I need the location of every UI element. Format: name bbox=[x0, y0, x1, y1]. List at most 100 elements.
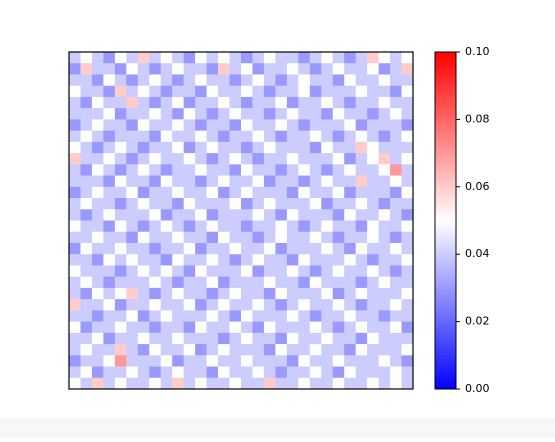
heatmap-cell bbox=[172, 231, 185, 244]
heatmap-cell bbox=[126, 63, 139, 75]
heatmap-cell bbox=[309, 254, 322, 266]
heatmap-cell bbox=[229, 153, 242, 165]
heatmap-cell bbox=[137, 332, 150, 345]
heatmap-cell bbox=[103, 276, 116, 289]
heatmap-cell bbox=[80, 130, 93, 143]
heatmap-cell bbox=[252, 310, 265, 322]
heatmap-cell bbox=[218, 198, 230, 210]
heatmap-cell bbox=[80, 242, 93, 255]
colorbar-strip bbox=[435, 237, 456, 242]
heatmap-cell bbox=[206, 287, 219, 300]
heatmap-cell bbox=[252, 366, 265, 379]
heatmap-cell bbox=[126, 108, 139, 120]
heatmap-cell bbox=[309, 355, 322, 367]
heatmap-cell bbox=[263, 153, 276, 165]
heatmap-cell bbox=[206, 164, 219, 176]
heatmap-cell bbox=[183, 63, 196, 75]
heatmap-cell bbox=[241, 344, 253, 356]
heatmap-cell bbox=[126, 377, 139, 390]
heatmap-cell bbox=[149, 52, 162, 64]
colorbar-strip bbox=[435, 240, 456, 245]
heatmap-cell bbox=[367, 108, 379, 120]
heatmap-cell bbox=[80, 52, 93, 64]
heatmap-cell bbox=[401, 52, 414, 64]
heatmap-cell bbox=[390, 96, 402, 109]
heatmap-cell bbox=[206, 52, 219, 64]
heatmap-cell bbox=[160, 220, 173, 233]
heatmap-cell bbox=[252, 377, 265, 390]
heatmap-cell bbox=[263, 344, 276, 356]
heatmap-cell bbox=[137, 186, 150, 199]
heatmap-cell bbox=[309, 276, 322, 289]
heatmap-cell bbox=[355, 377, 368, 390]
heatmap-cell bbox=[286, 310, 299, 322]
heatmap-cell bbox=[321, 265, 334, 278]
heatmap-cell bbox=[263, 108, 276, 120]
heatmap-cell bbox=[114, 332, 127, 345]
heatmap-cell bbox=[80, 209, 93, 221]
heatmap-cell bbox=[390, 175, 402, 188]
colorbar-strip bbox=[435, 298, 456, 302]
heatmap-cell bbox=[137, 287, 150, 300]
heatmap-cell bbox=[69, 85, 81, 98]
heatmap-cell bbox=[390, 254, 402, 266]
heatmap-cell bbox=[401, 344, 414, 356]
heatmap-cell bbox=[160, 108, 173, 120]
heatmap-cell bbox=[80, 141, 93, 154]
heatmap-cell bbox=[321, 254, 334, 266]
heatmap-cell bbox=[241, 85, 253, 98]
heatmap-cell bbox=[275, 332, 288, 345]
heatmap-cell bbox=[80, 299, 93, 311]
heatmap-cell bbox=[355, 198, 368, 210]
colorbar-strip bbox=[435, 372, 456, 377]
heatmap-cell bbox=[218, 52, 230, 64]
heatmap-cell bbox=[401, 209, 414, 221]
heatmap-cell bbox=[195, 344, 207, 356]
colorbar-strip bbox=[435, 52, 456, 56]
colorbar-strip bbox=[435, 287, 456, 292]
heatmap-cell bbox=[263, 321, 276, 334]
heatmap-cell bbox=[252, 209, 265, 221]
heatmap-cell bbox=[252, 254, 265, 266]
colorbar-strip bbox=[435, 89, 456, 93]
heatmap-cell bbox=[241, 299, 253, 311]
heatmap-cell bbox=[252, 287, 265, 300]
heatmap-cell bbox=[344, 85, 357, 98]
heatmap-cell bbox=[160, 141, 173, 154]
heatmap-cell bbox=[229, 321, 242, 334]
heatmap-cell bbox=[218, 287, 230, 300]
heatmap-cell bbox=[401, 220, 414, 233]
colorbar-strip bbox=[435, 274, 456, 279]
heatmap-cell bbox=[309, 287, 322, 300]
colorbar-tick-label: 0.00 bbox=[465, 382, 490, 395]
heatmap-cell bbox=[332, 85, 345, 98]
colorbar-strip bbox=[435, 173, 456, 178]
heatmap-cell bbox=[69, 344, 81, 356]
heatmap-cell bbox=[263, 377, 276, 390]
heatmap-cell bbox=[241, 265, 253, 278]
heatmap-cell bbox=[80, 175, 93, 188]
heatmap-cell bbox=[263, 366, 276, 379]
heatmap-cell bbox=[103, 332, 116, 345]
heatmap-cell bbox=[252, 321, 265, 334]
heatmap-cell bbox=[241, 74, 253, 87]
heatmap-cell bbox=[195, 186, 207, 199]
heatmap-cell bbox=[183, 153, 196, 165]
heatmap-cell bbox=[252, 108, 265, 120]
heatmap-cell bbox=[332, 198, 345, 210]
heatmap-cell bbox=[114, 254, 127, 266]
heatmap-cell bbox=[91, 119, 104, 132]
colorbar-strip bbox=[435, 183, 456, 188]
colorbar-strip bbox=[435, 156, 456, 161]
heatmap-cell bbox=[69, 355, 81, 367]
heatmap-cell bbox=[160, 377, 173, 390]
heatmap-cell bbox=[195, 287, 207, 300]
heatmap-cell bbox=[91, 242, 104, 255]
heatmap-cell bbox=[344, 344, 357, 356]
heatmap-cell bbox=[229, 276, 242, 289]
heatmap-cell bbox=[218, 265, 230, 278]
heatmap-cell bbox=[80, 276, 93, 289]
heatmap-cell bbox=[183, 321, 196, 334]
heatmap-cell bbox=[286, 130, 299, 143]
heatmap-cell bbox=[275, 108, 288, 120]
